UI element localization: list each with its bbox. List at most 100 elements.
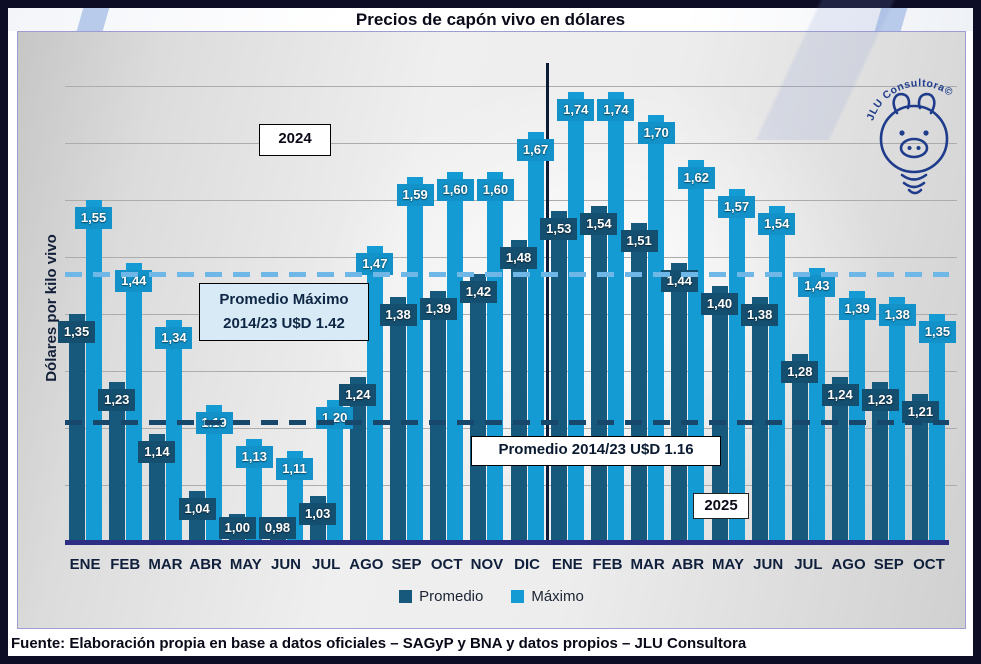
legend-item-promedio: Promedio [399,588,483,605]
bar-value-label: 1,74 [597,98,635,121]
bar-maximo [447,171,464,542]
x-axis-label: ABR [671,556,705,573]
jlu-consultora-logo: JLU Consultora© [864,77,955,195]
x-axis-label: AGO [349,556,384,573]
legend-item-maximo: Máximo [511,588,584,605]
y-axis-label: Dólares por kilo vivo [43,234,60,382]
bar-promedio [430,291,447,542]
bar-value-label: 0,98 [259,517,296,539]
x-axis-label: JUL [312,556,341,573]
legend-label-promedio: Promedio [419,588,484,605]
year-divider-line [546,63,549,544]
year-2024-label: 2024 [259,124,331,156]
bar-value-label: 1,70 [637,121,675,144]
bar-maximo [849,291,866,542]
bar-promedio [470,274,487,542]
footer-band: Fuente: Elaboración propia en base a dat… [8,631,973,656]
gridline [65,86,957,87]
bar-promedio [390,296,407,542]
bar-value-label: 1,00 [218,517,256,539]
bar-value-label: 1,38 [741,303,779,326]
x-axis-label: ABR [189,556,222,573]
bar-value-label: 1,54 [758,212,796,235]
reference-line-max-average [65,271,949,277]
bar-maximo [768,205,785,542]
bar-value-label: 1,24 [339,383,377,406]
bar-value-label: 1,67 [517,138,555,161]
reference-line-average [65,419,949,425]
x-axis-label: OCT [430,556,463,573]
bar-value-label: 1,35 [58,321,96,343]
bar-maximo [808,268,825,542]
maximo-swatch-icon [511,590,525,603]
bar-promedio [711,285,728,542]
bar-value-label: 1,28 [781,360,819,383]
x-axis-label: MAR [630,556,665,573]
bar-value-label: 1,39 [419,298,457,321]
bar-value-label: 1,54 [580,212,618,235]
bar-value-label: 1,11 [276,457,313,480]
x-axis-label: ENE [551,556,583,573]
x-axis-label: MAR [148,556,183,573]
bar-promedio [349,376,366,542]
bar-value-label: 1,24 [821,383,859,406]
bar-value-label: 1,23 [861,389,899,412]
bar-maximo [688,160,705,542]
bar-value-label: 1,23 [98,389,136,412]
bar-value-label: 1,47 [356,252,394,275]
bar-promedio [671,262,688,542]
bar-maximo [487,171,504,542]
bar-value-label: 1,53 [540,218,578,241]
bar-promedio [68,314,85,542]
slide-background: Precios de capón vivo en dólares Dólares… [8,8,973,656]
bar-value-label: 1,35 [918,321,956,343]
bar-value-label: 1,34 [155,326,193,349]
bar-value-label: 1,62 [677,167,715,190]
bar-value-label: 1,51 [620,229,658,252]
bar-value-label: 1,38 [878,303,916,326]
bar-promedio [832,376,849,542]
gridline [65,143,957,144]
x-axis-label: FEB [592,556,623,573]
x-axis-label: OCT [913,556,945,573]
legend: Promedio Máximo [18,588,965,605]
x-axis-label: SEP [873,556,904,573]
bar-value-label: 1,39 [838,298,876,321]
bar-value-label: 1,43 [798,275,836,298]
bar-value-label: 1,21 [901,400,939,423]
bar-value-label: 1,38 [379,303,417,326]
x-axis-label: AGO [831,556,866,573]
bar-value-label: 1,74 [557,98,595,121]
bar-promedio [912,393,929,542]
x-axis-label: NOV [470,556,504,573]
bar-value-label: 1,60 [436,178,474,201]
x-axis-label: JUL [794,556,823,573]
bar-maximo [527,131,544,542]
max-average-annotation-line2: 2014/23 U$D 1.42 [223,315,345,332]
bar-maximo [728,188,745,542]
bar-value-label: 1,48 [500,246,538,269]
chart-canvas: Dólares por kilo vivo 2024 Promedio Máxi… [17,31,966,629]
bar-value-label: 1,55 [75,207,113,229]
legend-label-maximo: Máximo [531,588,584,605]
x-axis-label: FEB [110,556,141,573]
bar-value-label: 1,14 [138,440,176,463]
bar-maximo [165,319,182,542]
average-annotation: Promedio 2014/23 U$D 1.16 [471,436,721,466]
page-title: Precios de capón vivo en dólares [355,10,626,29]
bar-maximo [889,296,906,542]
bar-maximo [407,177,424,542]
x-axis-line [65,540,949,545]
x-axis-label: JUN [753,556,784,573]
bar-promedio [791,353,808,542]
bar-maximo [929,314,946,542]
title-band: Precios de capón vivo en dólares [8,8,973,31]
x-axis-label: DIC [514,556,540,573]
source-note: Fuente: Elaboración propia en base a dat… [11,635,747,652]
bar-promedio [510,239,527,542]
lightbulb-pig-icon [879,92,949,195]
bar-maximo [567,91,584,542]
x-axis-label: MAY [229,556,262,573]
bar-value-label: 1,20 [316,406,354,429]
